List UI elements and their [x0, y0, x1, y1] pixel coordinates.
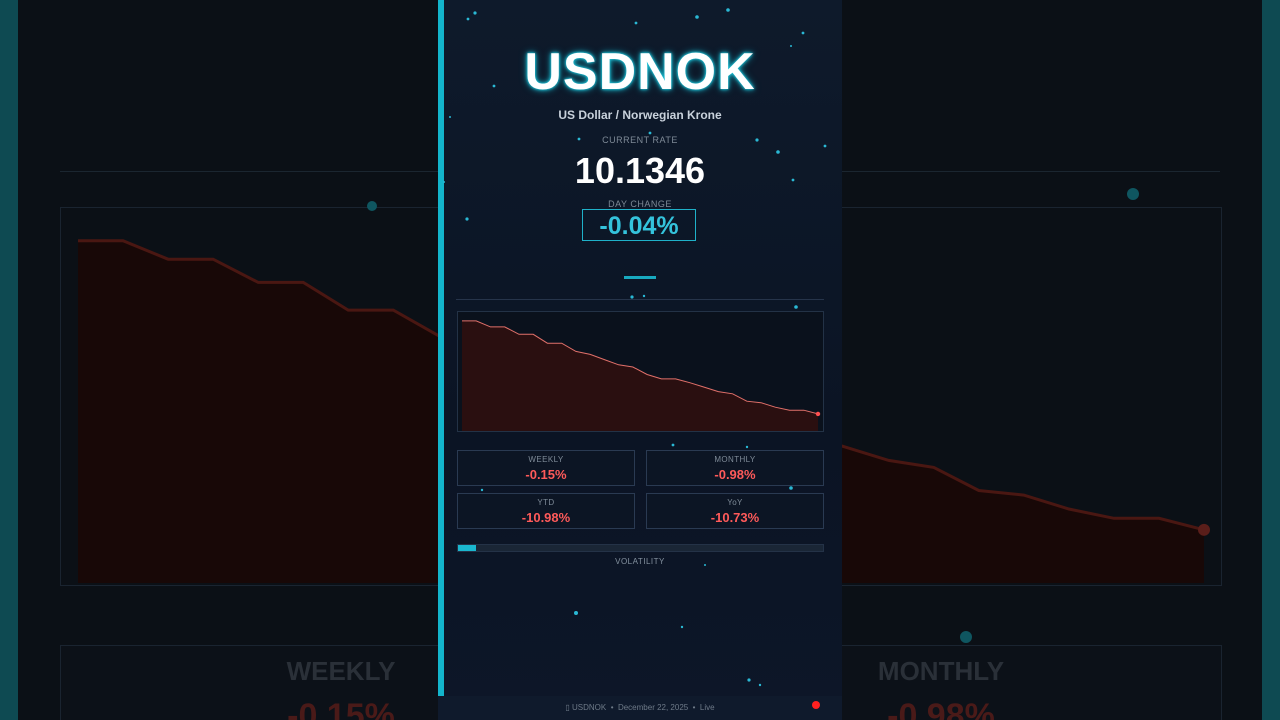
stat-monthly-label: MONTHLY [714, 455, 756, 464]
footer-bar: ▯ USDNOK • December 22, 2025 • Live [438, 696, 842, 720]
live-indicator [812, 701, 820, 709]
pair-name: US Dollar / Norwegian Krone [558, 108, 722, 122]
stat-ytd-value: -10.98% [521, 510, 571, 525]
background-weekly-value: -0.15% [287, 697, 395, 720]
stat-ytd: YTD -10.98% [457, 493, 635, 529]
ticker-title: USDNOK [524, 43, 756, 101]
stat-monthly: MONTHLY -0.98% [646, 450, 824, 486]
footer-ticker: USDNOK [572, 703, 607, 712]
background-monthly-value: -0.98% [887, 697, 995, 720]
price-chart-svg [462, 320, 821, 431]
background-particle [367, 201, 377, 211]
background-particle [960, 631, 972, 643]
stat-yoy-value: -10.73% [710, 510, 760, 525]
stat-monthly-value: -0.98% [714, 467, 756, 482]
footer-text: ▯ USDNOK • December 22, 2025 • Live [565, 703, 715, 712]
stat-yoy-label: YoY [727, 498, 743, 507]
volatility-fill [458, 545, 477, 551]
stat-weekly-value: -0.15% [525, 467, 567, 482]
stat-weekly-label: WEEKLY [528, 455, 564, 464]
chart-icon: ▯ [565, 703, 570, 712]
background-weekly-label: WEEKLY [286, 656, 396, 686]
background-particle [1127, 188, 1139, 200]
current-rate-value: 10.1346 [574, 150, 706, 191]
volatility-label: VOLATILITY [615, 557, 665, 566]
footer-status: Live [699, 703, 715, 712]
price-chart-area [462, 320, 818, 431]
stat-ytd-label: YTD [537, 498, 555, 507]
section-dash [624, 276, 656, 279]
section-divider [456, 299, 824, 300]
background-chart-endpoint [1198, 523, 1210, 536]
background-monthly-label: MONTHLY [877, 656, 1005, 686]
price-chart-line [462, 320, 819, 415]
ticker-card: USDNOK US Dollar / Norwegian Krone CURRE… [438, 0, 842, 720]
background-edge-right [1262, 0, 1280, 720]
background-edge-left [0, 0, 18, 720]
current-rate-label: CURRENT RATE [602, 135, 678, 145]
stat-weekly: WEEKLY -0.15% [457, 450, 635, 486]
price-chart-endpoint [815, 411, 821, 417]
day-change-label: DAY CHANGE [608, 199, 672, 209]
footer-date: December 22, 2025 [617, 703, 689, 712]
volatility-bar [457, 544, 824, 552]
stat-yoy: YoY -10.73% [646, 493, 824, 529]
day-change-value: -0.04% [582, 209, 696, 241]
price-chart [457, 311, 824, 432]
accent-bar [438, 0, 444, 696]
particle-field [443, 8, 827, 687]
